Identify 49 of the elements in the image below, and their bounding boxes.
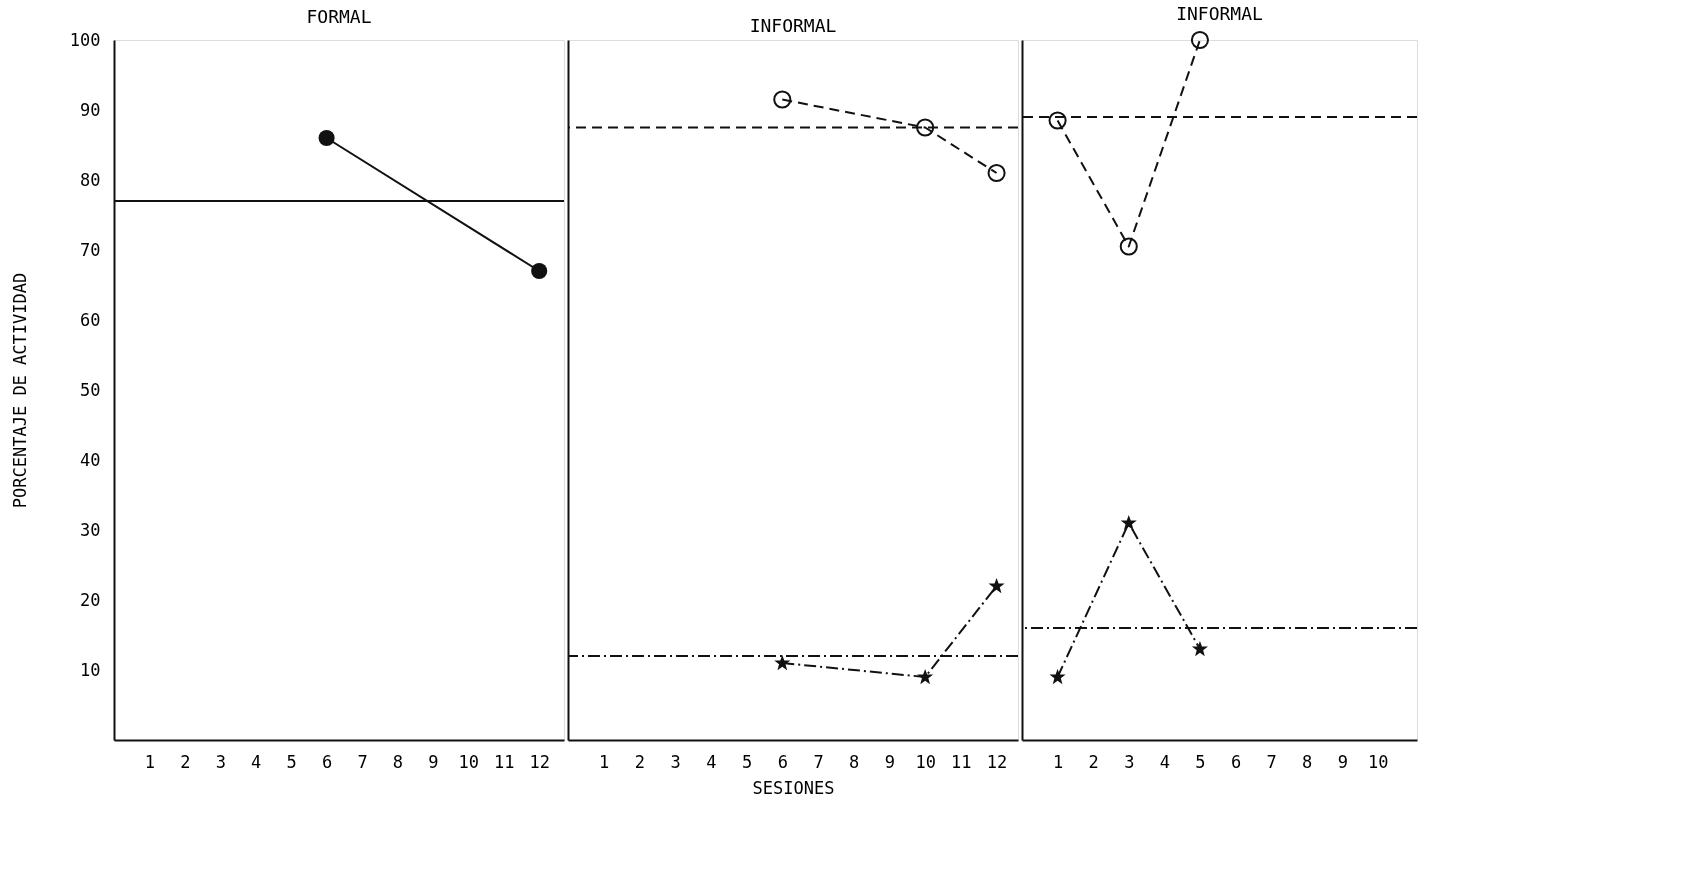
x-tick-label: 5 bbox=[741, 751, 753, 772]
x-tick-label: 4 bbox=[1159, 751, 1170, 772]
y-tick-label: 90 bbox=[80, 99, 101, 120]
y-tick-label: 100 bbox=[69, 29, 101, 50]
x-tick-label: 6 bbox=[777, 751, 788, 772]
x-tick-label: 11 bbox=[951, 751, 972, 772]
x-tick-label: 1 bbox=[144, 751, 156, 772]
x-tick-label: 5 bbox=[286, 751, 297, 772]
x-tick-label: 11 bbox=[494, 751, 515, 772]
x-tick-label: 7 bbox=[813, 751, 824, 772]
x-tick-label: 2 bbox=[634, 751, 646, 772]
x-tick-label: 12 bbox=[986, 751, 1008, 772]
x-tick-label: 7 bbox=[357, 751, 368, 772]
y-tick-label: 20 bbox=[80, 589, 101, 610]
x-tick-label: 12 bbox=[529, 751, 550, 772]
x-tick-label: 1 bbox=[1052, 751, 1064, 772]
x-tick-label: 4 bbox=[251, 751, 262, 772]
x-tick-label: 2 bbox=[180, 751, 191, 772]
chart-title: INFORMAL bbox=[1176, 2, 1264, 24]
x-tick-label: 1 bbox=[599, 751, 610, 772]
y-tick-label: 50 bbox=[80, 379, 101, 400]
x-tick-label: 2 bbox=[1088, 751, 1099, 772]
x-tick-label: 6 bbox=[321, 751, 333, 772]
x-axis-title: SESIONES bbox=[752, 777, 835, 798]
y-tick-label: 70 bbox=[80, 239, 101, 260]
x-tick-label: 4 bbox=[706, 751, 717, 772]
x-tick-label: 9 bbox=[428, 751, 439, 772]
x-tick-label: 9 bbox=[1337, 751, 1348, 772]
x-tick-label: 8 bbox=[1302, 751, 1313, 772]
x-tick-label: 8 bbox=[849, 751, 860, 772]
x-tick-label: 3 bbox=[1124, 751, 1135, 772]
x-tick-label: 8 bbox=[392, 751, 404, 772]
chart-title: FORMAL bbox=[306, 6, 372, 27]
x-tick-label: 6 bbox=[1230, 751, 1242, 772]
x-tick-label: 9 bbox=[884, 751, 896, 772]
chart-title: INFORMAL bbox=[749, 15, 837, 36]
y-tick-label: 30 bbox=[80, 519, 101, 540]
y-tick-label: 80 bbox=[80, 169, 101, 190]
x-tick-label: 3 bbox=[215, 751, 226, 772]
y-tick-label: 60 bbox=[80, 309, 101, 330]
x-tick-label: 10 bbox=[915, 751, 936, 772]
x-tick-label: 10 bbox=[458, 751, 480, 772]
y-axis-title: PORCENTAJE DE ACTIVIDAD bbox=[9, 272, 30, 509]
x-tick-label: 5 bbox=[1195, 751, 1206, 772]
x-tick-label: 3 bbox=[670, 751, 681, 772]
y-tick-label: 40 bbox=[80, 449, 101, 470]
y-tick-label: 10 bbox=[80, 659, 101, 680]
x-tick-label: 10 bbox=[1368, 751, 1389, 772]
x-tick-label: 7 bbox=[1266, 751, 1277, 772]
